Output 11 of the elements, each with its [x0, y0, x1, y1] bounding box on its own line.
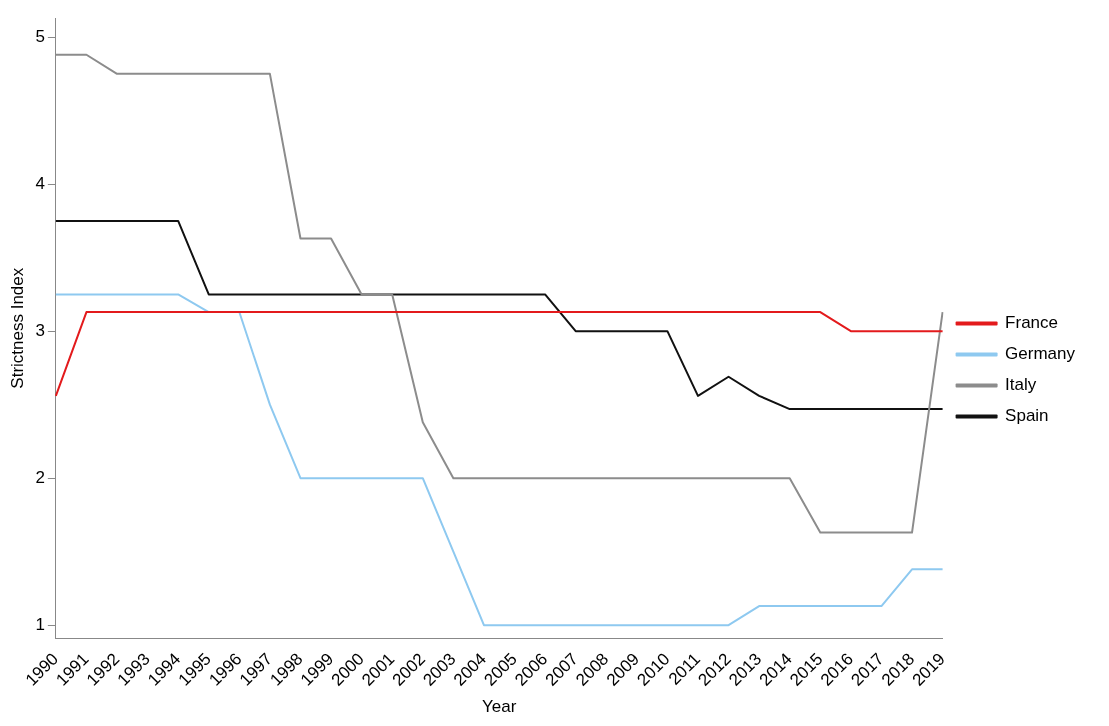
legend-label: Germany [1005, 344, 1076, 364]
x-axis-title: Year [482, 697, 517, 717]
y-tick-label: 4 [35, 173, 45, 193]
legend-label: France [1005, 313, 1059, 333]
y-tick-label: 5 [35, 26, 45, 46]
y-tick-label: 3 [35, 320, 45, 340]
y-axis-title: Strictness Index [7, 267, 27, 389]
legend-label: Spain [1005, 406, 1049, 426]
y-tick-label: 2 [35, 467, 45, 487]
y-tick-label: 1 [35, 614, 45, 634]
legend-label: Italy [1005, 375, 1037, 395]
